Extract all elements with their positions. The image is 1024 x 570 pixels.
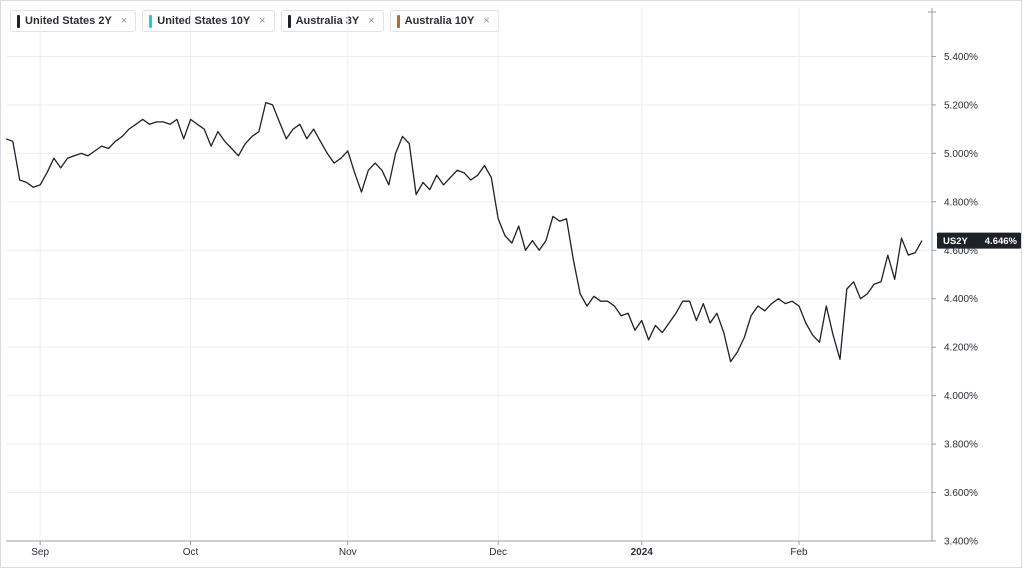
- series-color-swatch: [287, 14, 291, 28]
- close-icon[interactable]: ×: [259, 15, 266, 27]
- x-axis-ticks: Sep Oct Nov Dec 2024 Feb: [31, 547, 808, 558]
- legend-chip-label: United States 10Y: [157, 15, 251, 27]
- y-tick-label: 4.800%: [944, 197, 978, 208]
- legend-chip-label: Australia 10Y: [404, 15, 475, 27]
- legend: United States 2Y × United States 10Y × A…: [10, 10, 499, 32]
- x-tick-label: Oct: [183, 547, 199, 558]
- close-icon[interactable]: ×: [120, 15, 128, 27]
- price-tag-value: 4.646%: [985, 236, 1018, 247]
- series-line-us2y: [5, 101, 923, 363]
- y-tick-label: 4.000%: [944, 391, 978, 402]
- price-tag-name: US2Y: [943, 236, 968, 247]
- y-tick-label: 5.200%: [944, 100, 978, 111]
- y-tick-label: 3.400%: [944, 537, 978, 548]
- x-tick-label: Nov: [339, 547, 357, 558]
- series-color-swatch: [149, 14, 153, 28]
- y-axis-ticks: 3.400% 3.600% 3.800% 4.000% 4.200% 4.400% 4.60…: [944, 52, 978, 548]
- y-tick-label: 4.600%: [944, 246, 978, 257]
- axes: [6, 8, 936, 545]
- close-icon[interactable]: ×: [483, 15, 490, 27]
- price-tags: US2Y 4.646%: [937, 232, 1021, 249]
- legend-chip-label: Australia 3Y: [295, 15, 360, 27]
- legend-chip-us2y[interactable]: United States 2Y ×: [10, 10, 137, 32]
- close-icon[interactable]: ×: [368, 15, 375, 27]
- x-tick-label: Sep: [31, 547, 49, 558]
- y-tick-label: 4.400%: [944, 294, 978, 305]
- series-color-swatch: [17, 14, 20, 28]
- y-tick-label: 5.400%: [944, 52, 978, 63]
- price-tag-us2y: [937, 232, 1021, 249]
- y-tick-label: 3.600%: [944, 488, 978, 499]
- y-tick-label: 3.800%: [944, 440, 978, 451]
- series-color-swatch: [396, 14, 400, 28]
- x-tick-label: Feb: [790, 547, 808, 558]
- legend-chip-au3y[interactable]: Australia 3Y ×: [280, 10, 384, 32]
- x-tick-label: Dec: [489, 547, 507, 558]
- series-lines: [5, 101, 923, 363]
- legend-chip-label: United States 2Y: [25, 15, 112, 27]
- x-tick-label: 2024: [631, 547, 654, 558]
- y-tick-label: 5.000%: [944, 149, 978, 160]
- gridlines: [6, 8, 932, 542]
- y-tick-label: 4.200%: [944, 343, 978, 354]
- legend-chip-au10y[interactable]: Australia 10Y ×: [389, 10, 499, 32]
- legend-chip-us10y[interactable]: United States 10Y ×: [142, 10, 275, 32]
